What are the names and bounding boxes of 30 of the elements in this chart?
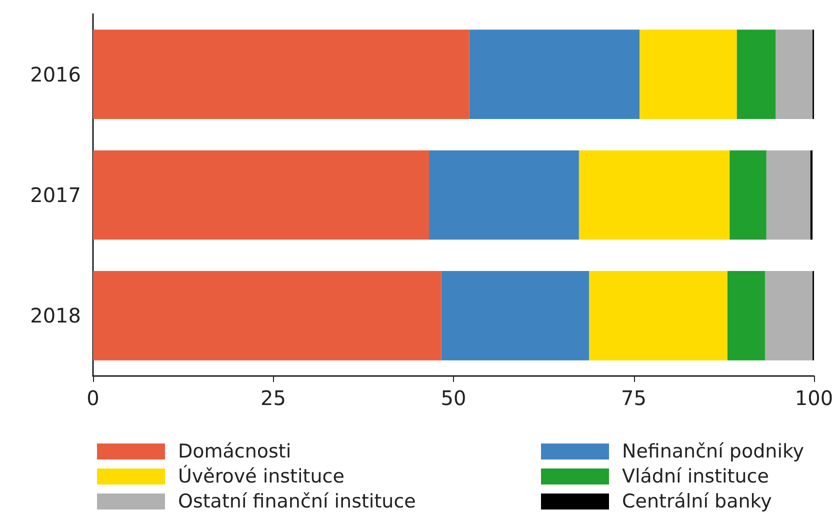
- y-tick-label: 2018: [30, 304, 81, 328]
- bar: [640, 30, 737, 119]
- bar: [93, 30, 470, 119]
- legend-label: Domácnosti: [178, 440, 292, 462]
- bar: [730, 150, 766, 240]
- x-tick-label: 75: [621, 386, 646, 410]
- bar: [764, 271, 813, 360]
- bar: [736, 30, 776, 119]
- bar: [776, 30, 813, 119]
- bar: [810, 150, 813, 240]
- legend-label: Úvěrové instituce: [178, 464, 344, 488]
- x-tick-label: 100: [794, 386, 834, 410]
- bar: [766, 150, 810, 240]
- legend-label: Centrální banky: [622, 490, 772, 512]
- bar: [93, 150, 429, 240]
- bar: [441, 271, 590, 360]
- bar: [469, 30, 640, 119]
- x-tick-label: 25: [260, 386, 286, 410]
- legend-label: Vládní instituce: [622, 466, 769, 488]
- y-tick-label: 2016: [30, 62, 81, 86]
- bar: [727, 271, 765, 360]
- bar: [428, 150, 579, 240]
- x-tick-label: 50: [440, 386, 466, 410]
- bar: [589, 271, 728, 360]
- y-tick-label: 2017: [30, 183, 81, 207]
- bar: [578, 150, 730, 240]
- x-tick-label: 0: [86, 386, 100, 410]
- bar: [93, 271, 442, 360]
- legend-label: Ostatní finanční instituce: [178, 490, 416, 512]
- legend-label: Nefinanční podniky: [622, 440, 804, 462]
